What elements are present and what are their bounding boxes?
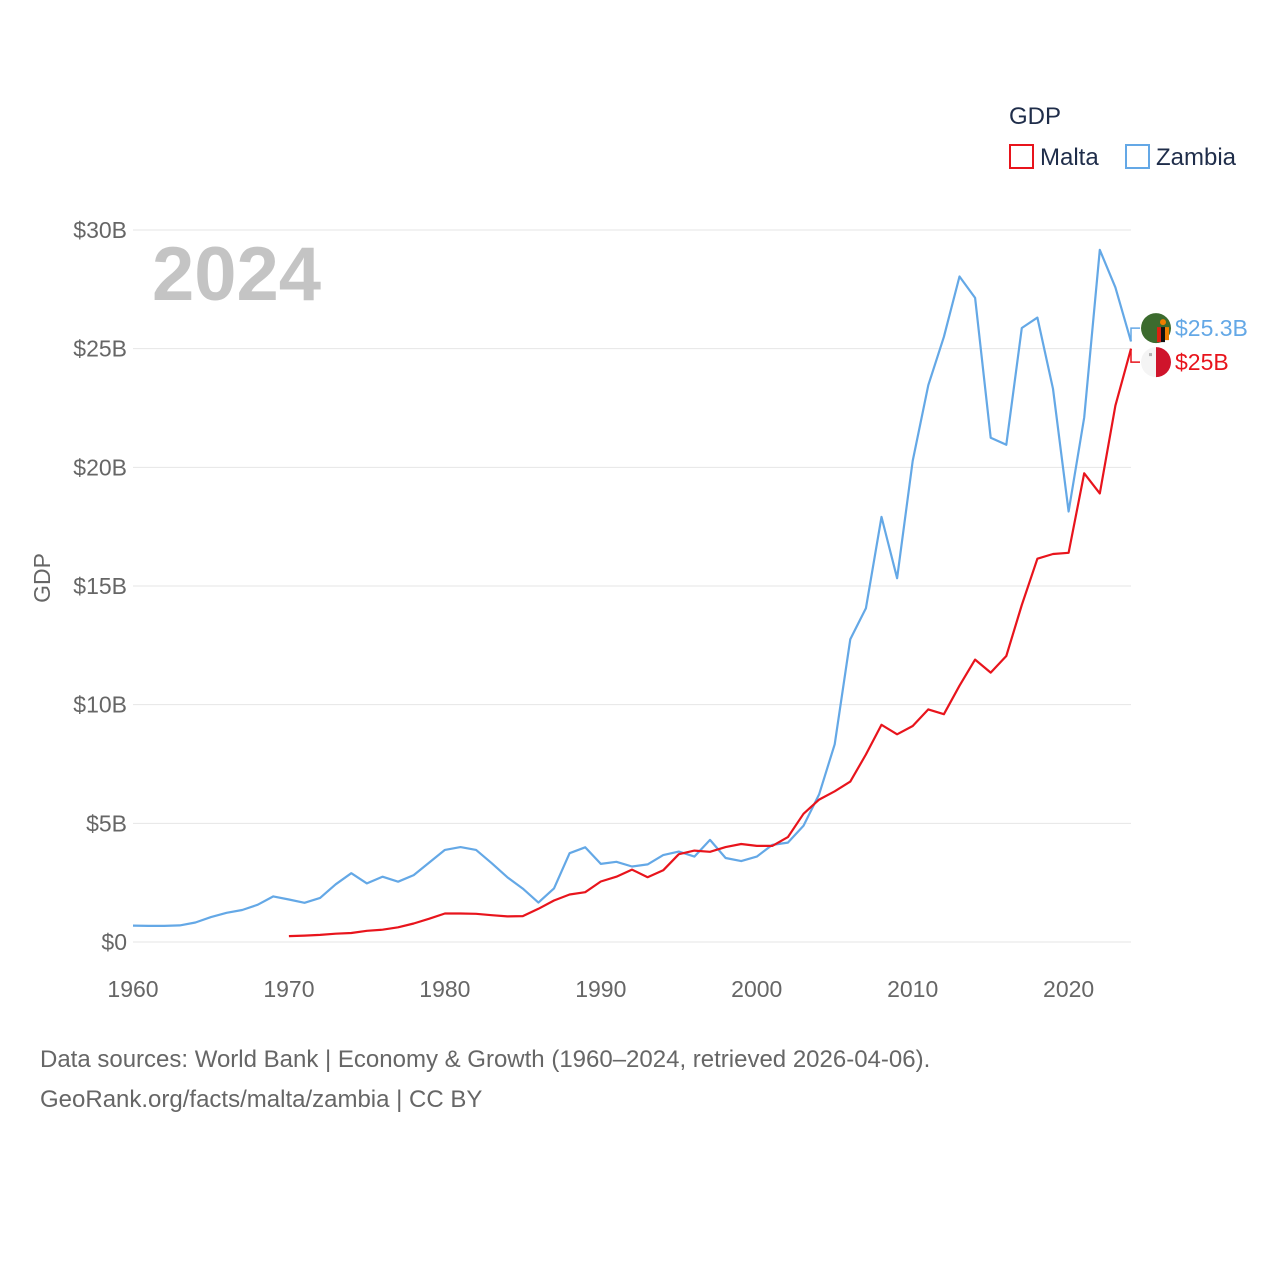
legend-label-malta: Malta [1040,144,1099,171]
legend-item-zambia[interactable]: Zambia [1125,144,1237,171]
year-label: 2024 [152,232,321,317]
malta-flag-cross [1149,353,1152,357]
x-tick-label: 1980 [419,976,470,1002]
x-tick-label: 1970 [263,976,314,1002]
legend-label-zambia: Zambia [1156,144,1237,171]
malta-flag [1141,347,1172,378]
y-tick-label: $20B [73,454,127,480]
connector-zambia [1130,327,1140,342]
series-lines [132,248,1133,938]
y-tick-label: $15B [73,573,127,599]
y-tick-label: $0 [101,929,127,955]
connector-malta [1130,348,1140,363]
series-line-malta [288,348,1133,938]
gdp-chart: $0$5B$10B$15B$20B$25B$30B 1960 1970 1980 19… [29,103,1248,1002]
y-tick-label: $30B [73,217,127,243]
source-url-text: GeoRank.org/facts/malta/zambia | CC BY [40,1086,483,1113]
legend-title: GDP [1009,103,1061,130]
zambia-flag-eagle [1160,319,1166,326]
y-axis-ticks: $0 $5B $10B $15B $20B $25B $30B [73,217,127,955]
x-tick-label: 2000 [731,976,782,1002]
gridlines [133,229,1131,943]
footer: Data sources: World Bank | Economy & Gro… [40,1040,930,1120]
end-label-zambia: $25.3B [1175,315,1248,341]
end-label-malta: $25B [1175,349,1229,375]
data-sources-text: Data sources: World Bank | Economy & Gro… [40,1046,931,1073]
y-tick-label: $5B [86,810,127,836]
zambia-flag-orange-stripe [1165,327,1169,341]
series-line-zambia [132,248,1133,928]
y-axis-label: GDP [29,553,55,603]
x-tick-label: 2020 [1043,976,1094,1002]
legend-swatch-zambia [1125,144,1150,169]
x-tick-label: 1960 [107,976,158,1002]
end-markers: $25B $25.3B [1130,313,1248,378]
y-tick-label: $25B [73,336,127,362]
malta-flag-red [1156,347,1172,378]
x-tick-label: 1990 [575,976,626,1002]
x-tick-label: 2010 [887,976,938,1002]
legend-swatch-malta [1009,144,1034,169]
legend-item-malta[interactable]: Malta [1009,144,1099,171]
zambia-flag [1141,313,1171,344]
legend: GDP Malta Zambia [1009,103,1237,171]
y-tick-label: $10B [73,692,127,718]
x-axis-ticks: 1960 1970 1980 1990 2000 2010 2020 [107,976,1094,1002]
zambia-flag-black-stripe [1161,327,1165,343]
zambia-flag-red-stripe [1157,327,1161,343]
